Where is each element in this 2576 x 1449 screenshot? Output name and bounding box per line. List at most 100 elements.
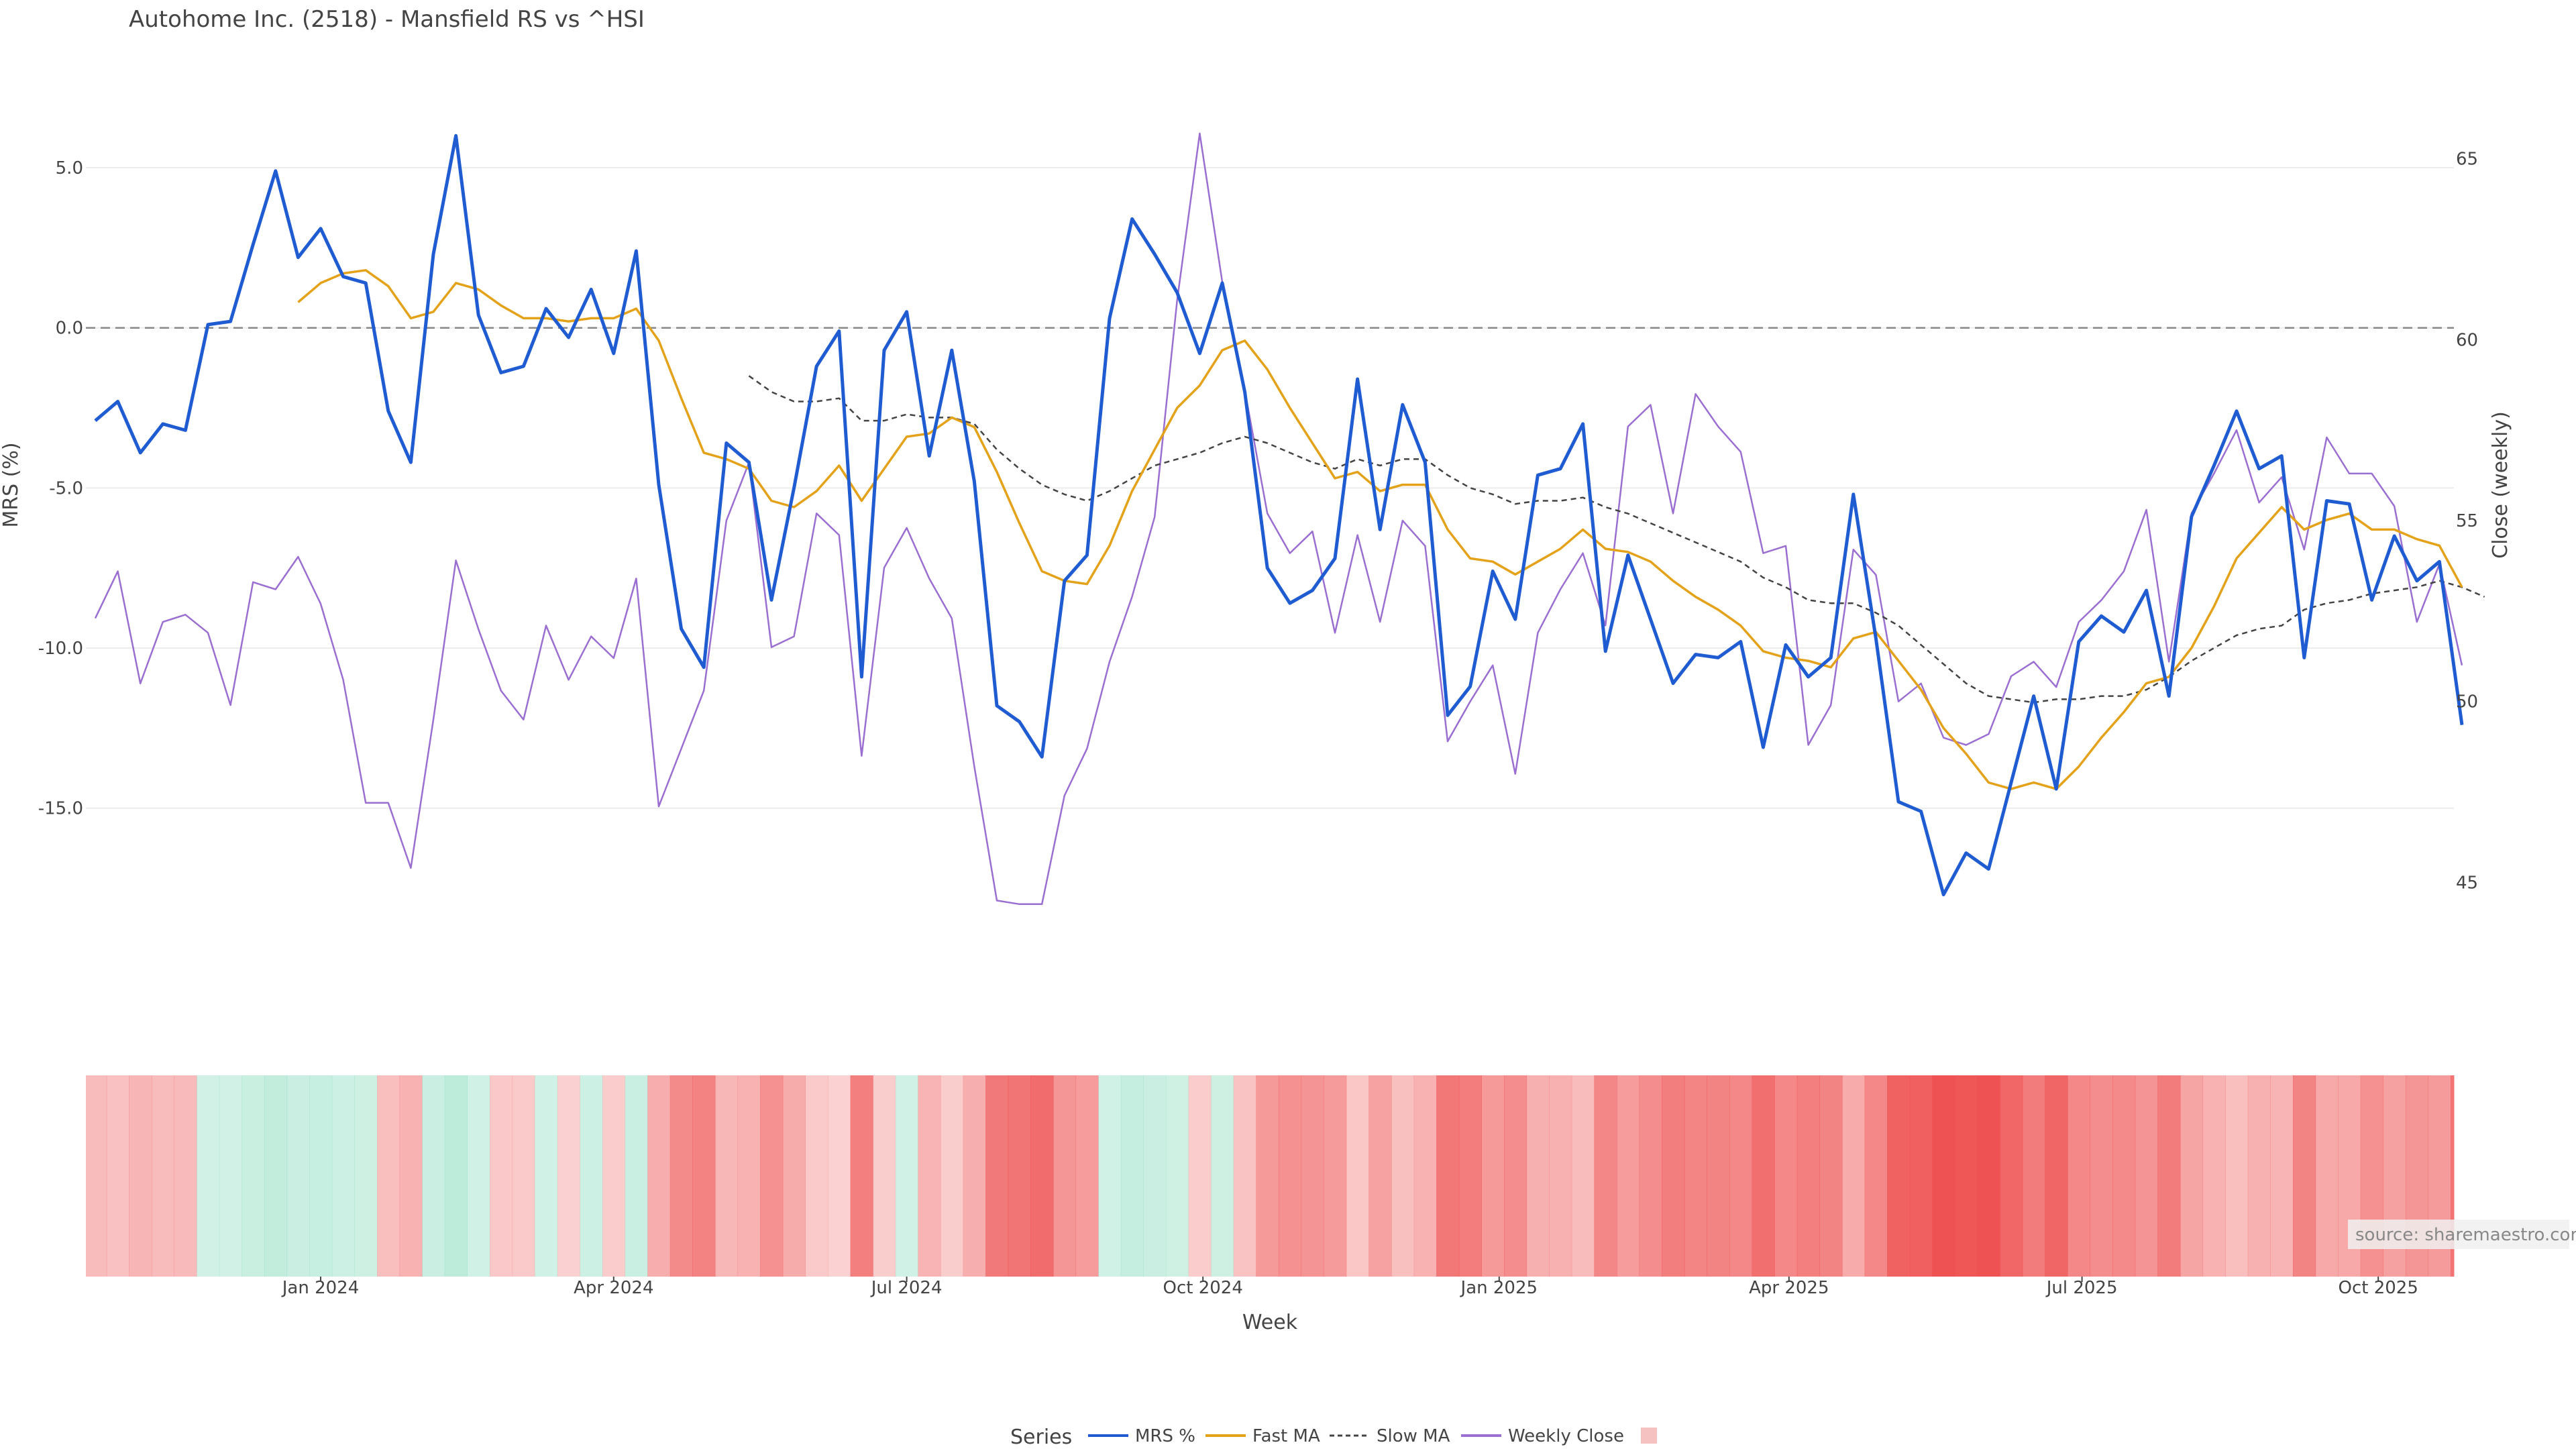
heat-cell — [1504, 1075, 1527, 1277]
heat-cell — [286, 1075, 310, 1277]
heat-cell — [1188, 1075, 1212, 1277]
legend-label: Slow MA — [1377, 1426, 1450, 1446]
heat-cell — [963, 1075, 986, 1277]
heat-cell — [1008, 1075, 1031, 1277]
y-axis-title-left: MRS (%) — [0, 442, 23, 527]
heat-cell — [331, 1075, 355, 1277]
heat-cell — [1481, 1075, 1505, 1277]
mrs-heat-strip — [86, 1075, 2455, 1277]
legend-swatch — [1641, 1428, 1657, 1444]
heat-cell — [850, 1075, 873, 1277]
heat-cell — [1458, 1075, 1482, 1277]
x-tick: Jul 2024 — [870, 1278, 943, 1298]
heat-cell — [669, 1075, 693, 1277]
heat-cell — [625, 1075, 648, 1277]
heat-cell — [557, 1075, 580, 1277]
y-left-tick: -15.0 — [38, 799, 83, 819]
heat-cell — [1909, 1075, 1933, 1277]
heat-cell — [1166, 1075, 1189, 1277]
heat-cell — [1594, 1075, 1617, 1277]
heat-cell — [1233, 1075, 1256, 1277]
heat-cell — [2045, 1075, 2068, 1277]
heat-cell — [1955, 1075, 1978, 1277]
y-left-tick-labels: 5.0 0.0 -5.0 -10.0 -15.0 — [38, 158, 83, 819]
heat-cell — [1887, 1075, 1911, 1277]
heat-cell — [1796, 1075, 1820, 1277]
heat-cell — [152, 1075, 175, 1277]
heat-cell — [1413, 1075, 1437, 1277]
heat-cell — [2451, 1075, 2455, 1277]
heat-cell — [264, 1075, 288, 1277]
heat-cell — [941, 1075, 964, 1277]
heat-cell — [2225, 1075, 2249, 1277]
heat-cell — [1864, 1075, 1888, 1277]
heat-cell — [2247, 1075, 2271, 1277]
x-tick: Jul 2025 — [2045, 1278, 2118, 1298]
heat-cell — [782, 1075, 806, 1277]
heat-cell — [467, 1075, 490, 1277]
heat-cell — [2180, 1075, 2204, 1277]
y-right-tick: 65 — [2456, 150, 2478, 170]
heat-cell — [2202, 1075, 2226, 1277]
heat-cell — [1684, 1075, 1707, 1277]
y-left-tick: 0.0 — [56, 319, 83, 339]
heat-cell — [490, 1075, 513, 1277]
heat-cell — [422, 1075, 445, 1277]
heat-cell — [1571, 1075, 1595, 1277]
heat-cell — [1526, 1075, 1550, 1277]
heat-cell — [2315, 1075, 2339, 1277]
heat-cell — [1549, 1075, 1572, 1277]
heat-cell — [1120, 1075, 1144, 1277]
y-right-tick: 60 — [2456, 330, 2478, 350]
heat-cell — [1256, 1075, 1279, 1277]
y-axis-title-right: Close (weekly) — [2489, 411, 2512, 559]
heat-cell — [1639, 1075, 1662, 1277]
heat-cell — [106, 1075, 129, 1277]
heat-cell — [354, 1075, 378, 1277]
x-axis-title: Week — [1242, 1311, 1298, 1334]
heat-cell — [1617, 1075, 1640, 1277]
heat-cell — [129, 1075, 152, 1277]
legend-label: Fast MA — [1252, 1426, 1320, 1446]
heat-cell — [2000, 1075, 2023, 1277]
heat-cell — [2090, 1075, 2113, 1277]
heat-cell — [873, 1075, 896, 1277]
series-line-fast-ma — [297, 269, 2463, 790]
series-lines — [94, 132, 2485, 906]
heat-cell — [1368, 1075, 1392, 1277]
heat-cell — [1436, 1075, 1460, 1277]
heat-cell — [647, 1075, 671, 1277]
heat-cell — [2270, 1075, 2294, 1277]
y-left-tick: -5.0 — [49, 478, 83, 498]
heat-cell — [1662, 1075, 1685, 1277]
heat-cell — [399, 1075, 423, 1277]
source-box — [2348, 1220, 2569, 1249]
x-tick: Apr 2025 — [1749, 1278, 1829, 1298]
heat-cell — [1211, 1075, 1234, 1277]
heat-cell — [1346, 1075, 1369, 1277]
heat-cell — [1774, 1075, 1798, 1277]
heat-cell — [1030, 1075, 1054, 1277]
chart-title: Autohome Inc. (2518) - Mansfield RS vs ^… — [129, 6, 645, 33]
heat-cell — [828, 1075, 851, 1277]
heat-cell — [1098, 1075, 1122, 1277]
y-right-tick: 50 — [2456, 692, 2478, 712]
heat-cell — [86, 1075, 107, 1277]
y-right-tick: 55 — [2456, 511, 2478, 531]
y-left-tick: 5.0 — [56, 158, 83, 178]
gridlines — [86, 167, 2454, 809]
legend-title: Series — [1010, 1426, 1072, 1449]
heat-cell — [2135, 1075, 2158, 1277]
heat-cell — [602, 1075, 626, 1277]
heat-cell — [2293, 1075, 2316, 1277]
heat-cell — [760, 1075, 784, 1277]
heat-cell — [1053, 1075, 1077, 1277]
heat-cell — [1752, 1075, 1775, 1277]
legend-label: Weekly Close — [1508, 1426, 1624, 1446]
legend-label: MRS % — [1135, 1426, 1195, 1446]
heat-cell — [2112, 1075, 2136, 1277]
heat-cell — [2022, 1075, 2045, 1277]
y-left-tick: -10.0 — [38, 639, 83, 659]
heat-cell — [1977, 1075, 2000, 1277]
heat-cell — [174, 1075, 197, 1277]
